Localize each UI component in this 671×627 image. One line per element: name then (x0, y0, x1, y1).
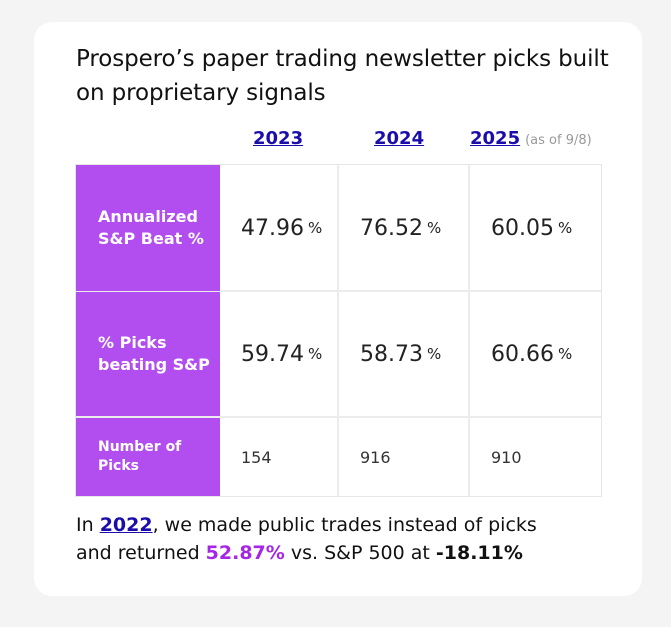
cell-value: 76.52 (360, 215, 423, 241)
cell-unit: % (307, 345, 323, 363)
footer-text: In (76, 514, 100, 536)
cell-value: 60.05 (491, 215, 554, 241)
year-header-2023: 2023 (253, 128, 303, 156)
row-header-line: S&P Beat % (98, 229, 204, 248)
year-link-2024[interactable]: 2024 (374, 128, 425, 149)
table-cell: 916 (360, 418, 391, 496)
cell-value: 60.66 (491, 341, 554, 367)
cell-unit: % (307, 219, 323, 237)
row-header-picks-beating: % Picks beating S&P (76, 292, 220, 416)
column-divider (337, 165, 339, 496)
table-cell: 154 (241, 418, 272, 496)
footer-line-2: and returned 52.87% vs. S&P 500 at -18.1… (76, 539, 596, 567)
cell-value: 916 (360, 447, 391, 467)
year-header-2024: 2024 (374, 128, 424, 156)
year-link-2023[interactable]: 2023 (253, 128, 304, 149)
cell-unit: % (426, 345, 442, 363)
table-cell: 60.66% (491, 292, 572, 416)
year-header-2025: 2025 (as of 9/8) (470, 128, 592, 156)
cell-unit: % (557, 219, 573, 237)
row-divider (76, 290, 601, 292)
card-title: Prospero’s paper trading newsletter pick… (76, 46, 609, 106)
cell-value: 58.73 (360, 341, 423, 367)
table-cell: 76.52% (360, 165, 441, 291)
row-header-line: Annualized (98, 207, 198, 226)
table-cell: 47.96% (241, 165, 322, 291)
stats-table: Annualized S&P Beat % 47.96% 76.52% 60.0… (75, 164, 602, 497)
return-value: 52.87% (205, 542, 285, 564)
picks-card: Prospero’s paper trading newsletter pick… (34, 22, 642, 596)
sp-value: -18.11% (435, 542, 523, 564)
row-header-line: beating S&P (98, 355, 210, 374)
column-divider (468, 165, 470, 496)
cell-value: 910 (491, 447, 522, 467)
cell-value: 154 (241, 447, 272, 467)
footer-text: and returned (76, 542, 206, 564)
year-link-2022[interactable]: 2022 (99, 514, 153, 536)
row-header-line: Number of (98, 439, 182, 455)
cell-value: 47.96 (241, 215, 304, 241)
table-cell: 59.74% (241, 292, 322, 416)
table-cell: 910 (491, 418, 522, 496)
year-note-2025: (as of 9/8) (525, 133, 592, 148)
footer-note: In 2022, we made public trades instead o… (76, 511, 596, 567)
table-cell: 58.73% (360, 292, 441, 416)
row-header-line: Picks (98, 458, 140, 474)
cell-unit: % (557, 345, 573, 363)
table-cell: 60.05% (491, 165, 572, 291)
footer-text: , we made public trades instead of picks (152, 514, 537, 536)
row-divider (76, 416, 601, 418)
year-link-2025[interactable]: 2025 (470, 128, 521, 149)
cell-value: 59.74 (241, 341, 304, 367)
footer-text: vs. S&P 500 at (284, 542, 436, 564)
row-header-line: % Picks (98, 333, 167, 352)
row-header-annualized: Annualized S&P Beat % (76, 165, 220, 291)
row-header-number-of-picks: Number of Picks (76, 418, 220, 496)
footer-line-1: In 2022, we made public trades instead o… (76, 511, 596, 539)
cell-unit: % (426, 219, 442, 237)
